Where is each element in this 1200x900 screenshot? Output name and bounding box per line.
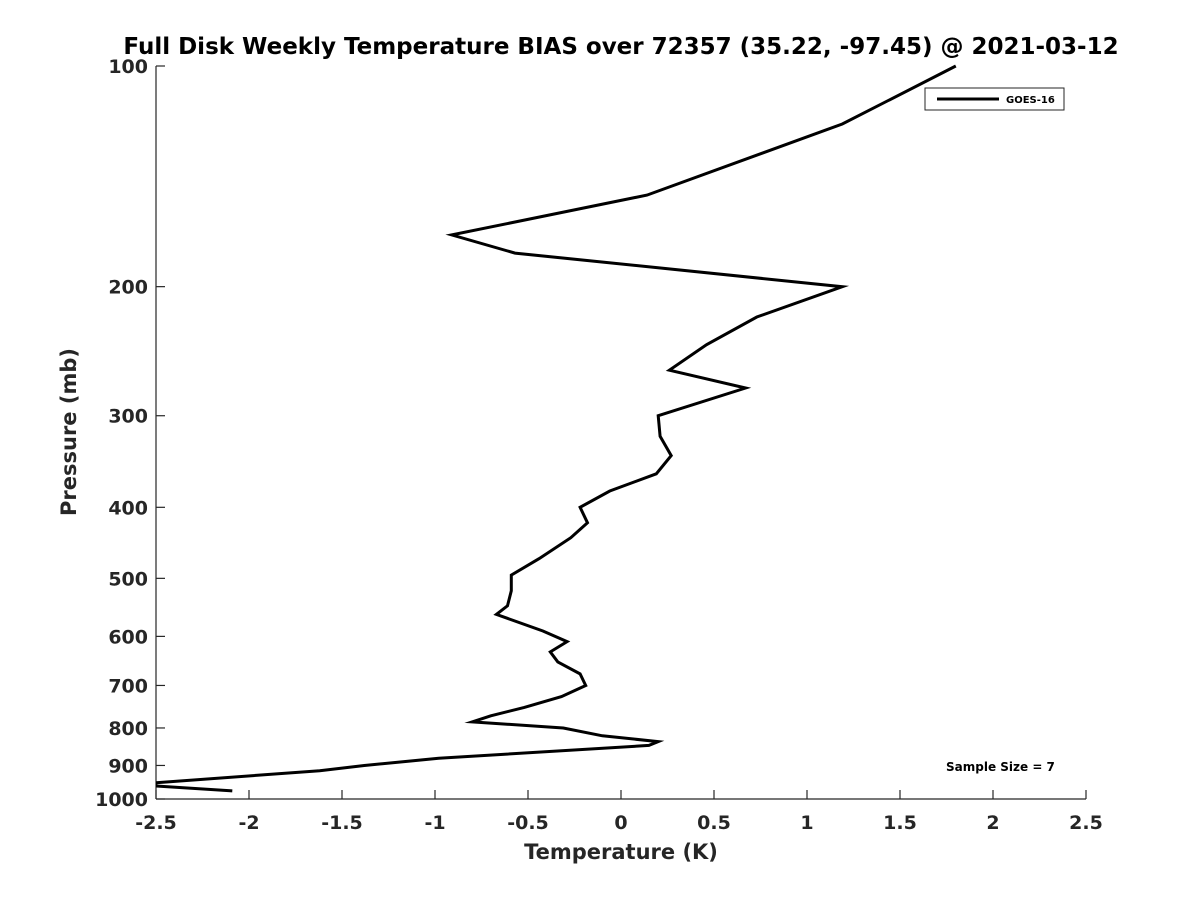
y-tick-label: 100	[108, 56, 148, 78]
y-tick-label: 400	[108, 497, 148, 519]
y-tick-label: 1000	[95, 789, 148, 811]
y-ticks: 100 200 300 400 500 600 700 800 900 1000	[95, 56, 165, 811]
y-tick-label: 200	[108, 277, 148, 299]
y-tick-label: 800	[108, 718, 148, 740]
y-tick-label: 500	[108, 568, 148, 590]
series-line-goes-16	[156, 64, 957, 793]
x-tick-label: 0.5	[697, 812, 731, 834]
x-tick-label: 2	[986, 812, 999, 834]
x-tick-label: -0.5	[507, 812, 549, 834]
x-tick-label: -1.5	[321, 812, 363, 834]
legend: GOES-16	[924, 87, 1065, 111]
legend-label-goes-16: GOES-16	[1006, 95, 1055, 106]
x-tick-label: 0	[614, 812, 627, 834]
x-axis-label: Temperature (K)	[524, 840, 718, 864]
sample-size-annotation: Sample Size = 7	[946, 760, 1055, 774]
x-tick-label: 1.5	[883, 812, 917, 834]
x-tick-label: 2.5	[1069, 812, 1103, 834]
x-tick-label: -1	[424, 812, 445, 834]
series-group	[156, 64, 957, 793]
x-tick-label: -2	[238, 812, 259, 834]
x-ticks: -2.5 -2 -1.5 -1 -0.5 0 0.5 1 1.5 2 2.5	[135, 790, 1103, 834]
y-tick-label: 900	[108, 755, 148, 777]
y-tick-label: 300	[108, 406, 148, 428]
y-tick-label: 700	[108, 675, 148, 697]
x-tick-label: -2.5	[135, 812, 177, 834]
x-tick-label: 1	[800, 812, 813, 834]
y-tick-label: 600	[108, 626, 148, 648]
chart-title: Full Disk Weekly Temperature BIAS over 7…	[123, 34, 1118, 60]
y-axis-label: Pressure (mb)	[57, 348, 81, 516]
